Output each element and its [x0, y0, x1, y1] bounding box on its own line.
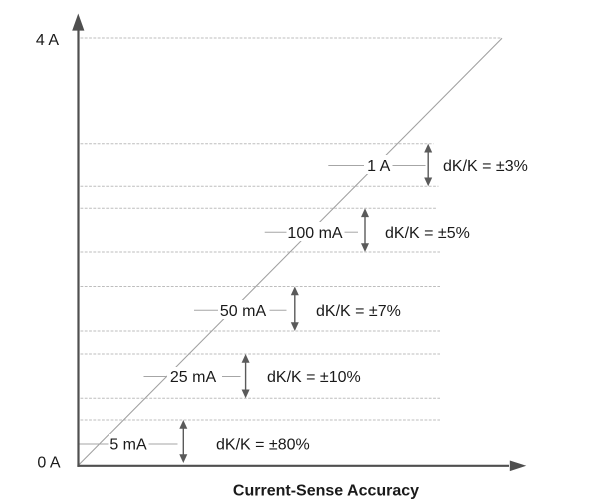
svg-text:0 A: 0 A [37, 455, 60, 472]
svg-text:4 A: 4 A [36, 32, 59, 49]
svg-text:1 A: 1 A [367, 158, 390, 175]
svg-text:dK/K = ±7%: dK/K = ±7% [316, 303, 401, 320]
svg-text:dK/K = ±80%: dK/K = ±80% [216, 437, 310, 454]
svg-text:50 mA: 50 mA [220, 303, 267, 320]
svg-text:dK/K = ±3%: dK/K = ±3% [443, 158, 528, 175]
svg-text:dK/K = ±10%: dK/K = ±10% [267, 369, 361, 386]
svg-text:Current-Sense Accuracy: Current-Sense Accuracy [233, 483, 419, 500]
svg-text:100 mA: 100 mA [287, 225, 342, 242]
svg-text:5 mA: 5 mA [109, 437, 147, 454]
svg-text:dK/K = ±5%: dK/K = ±5% [385, 225, 470, 242]
svg-text:25 mA: 25 mA [170, 369, 217, 386]
